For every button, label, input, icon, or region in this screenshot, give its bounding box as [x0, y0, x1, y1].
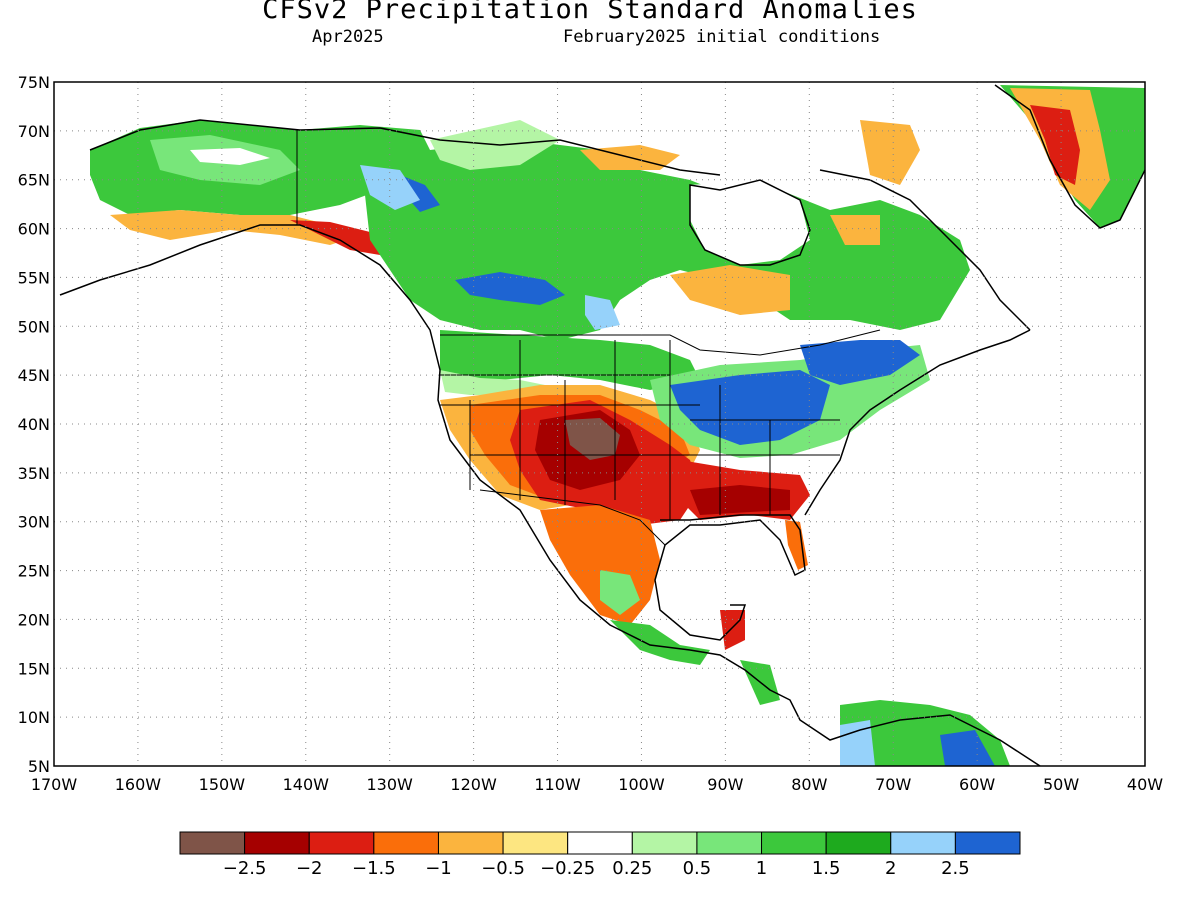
lon-tick-label: 150W — [199, 775, 246, 794]
lat-tick-label: 5N — [28, 757, 50, 776]
lat-tick-label: 60N — [18, 220, 50, 239]
lon-tick-label: 90W — [707, 775, 743, 794]
labrador-dry — [830, 215, 880, 245]
colorbar-swatch — [244, 831, 310, 855]
florida-dry — [785, 520, 808, 570]
colorbar-swatch — [825, 831, 892, 855]
colorbar-swatch — [761, 831, 827, 855]
yucatan-dry — [720, 610, 745, 650]
map-frame — [53, 81, 1146, 767]
colorbar — [179, 831, 1021, 855]
latitude-labels: 75N 70N 65N 60N 55N 50N 45N 40N 35N 30N 25N 20N 15N 1… — [18, 73, 50, 776]
lat-tick-label: 45N — [18, 366, 50, 385]
colorbar-tick-label: 0.25 — [612, 858, 652, 879]
canada-blue-wet — [455, 272, 565, 305]
lat-tick-label: 75N — [18, 73, 50, 92]
us-mexico-border — [479, 489, 666, 546]
quebec-dry — [670, 265, 790, 315]
colorbar-swatch — [954, 831, 1021, 855]
hudson-bay-coastline — [689, 179, 811, 266]
colorbar-swatch — [567, 831, 633, 855]
colorbar-swatch — [696, 831, 763, 855]
map-title: CFSv2 Precipitation Standard Anomalies — [262, 0, 918, 25]
four-corners-max-dry — [565, 418, 620, 460]
colorbar-tick-label: 1.5 — [812, 858, 841, 879]
colorbar-swatch — [308, 831, 375, 855]
se-us-strong-dry — [690, 485, 790, 515]
alaska-white — [190, 148, 270, 165]
coastlines — [59, 84, 1146, 767]
northeast-very-wet — [800, 340, 920, 385]
lon-tick-label: 140W — [283, 775, 330, 794]
greenland-coastline — [994, 84, 1146, 229]
colorbar-swatch — [437, 831, 504, 855]
initial-conditions-label: February2025 initial conditions — [563, 27, 881, 47]
lon-tick-label: 70W — [875, 775, 911, 794]
lat-tick-label: 30N — [18, 513, 50, 532]
canada-lightblue-wet — [585, 295, 620, 330]
lat-tick-label: 70N — [18, 122, 50, 141]
longitude-labels: 170W 160W 150W 140W 130W 120W 110W 100W 90W 80W 70… — [31, 775, 1163, 794]
lat-tick-label: 50N — [18, 317, 50, 336]
colombia-lightwet — [840, 720, 875, 766]
colorbar-labels: −2.5 −2 −1.5 −1 −0.5 −0.25 0.25 0.5 1 1.5 2 2.5 — [223, 858, 970, 879]
hudson-bay-blank — [690, 180, 810, 265]
lat-tick-label: 55N — [18, 268, 50, 287]
colorbar-tick-label: −2 — [296, 858, 323, 879]
colorbar-swatch — [631, 831, 698, 855]
colorbar-tick-label: −2.5 — [223, 858, 267, 879]
colorbar-tick-label: −1.5 — [352, 858, 396, 879]
lon-tick-label: 160W — [115, 775, 162, 794]
arctic-coastline — [89, 119, 721, 176]
baffin-dry — [860, 120, 920, 185]
lat-tick-label: 15N — [18, 659, 50, 678]
lat-tick-label: 10N — [18, 708, 50, 727]
yukon-lightblue — [360, 165, 420, 210]
greenland-very-dry — [1030, 105, 1080, 185]
colorbar-tick-label: −1 — [425, 858, 452, 879]
lat-tick-label: 20N — [18, 610, 50, 629]
lat-tick-label: 35N — [18, 464, 50, 483]
atlantic-coastline — [804, 329, 1031, 516]
colorbar-tick-label: 1 — [756, 858, 767, 879]
colorbar-tick-label: −0.25 — [540, 858, 595, 879]
lat-tick-label: 40N — [18, 415, 50, 434]
mexico-wet — [600, 570, 640, 615]
gridlines — [54, 82, 1145, 766]
colorbar-swatch — [502, 831, 569, 855]
colorbar-tick-label: 2.5 — [941, 858, 970, 879]
lon-tick-label: 110W — [534, 775, 581, 794]
us-canada-border — [440, 329, 881, 356]
lon-tick-label: 80W — [791, 775, 827, 794]
mexico-south-wet — [610, 620, 710, 665]
colorbar-swatch — [373, 831, 439, 855]
south-america-very-wet — [940, 730, 995, 766]
colorbar-swatch — [890, 831, 956, 855]
gulf-coastline — [654, 514, 806, 641]
yukon-blue-wet — [400, 175, 440, 212]
colorbar-tick-label: −0.5 — [481, 858, 525, 879]
lon-tick-label: 100W — [618, 775, 665, 794]
lat-tick-label: 25N — [18, 562, 50, 581]
lon-tick-label: 50W — [1043, 775, 1079, 794]
map-plot-area — [53, 81, 1146, 767]
lon-tick-label: 170W — [31, 775, 78, 794]
lon-tick-label: 130W — [367, 775, 414, 794]
lon-tick-label: 60W — [959, 775, 995, 794]
political-borders — [296, 130, 881, 546]
north-america-coastline — [59, 224, 1041, 767]
lon-tick-label: 40W — [1127, 775, 1163, 794]
lon-tick-label: 120W — [450, 775, 497, 794]
colorbar-tick-label: 2 — [885, 858, 896, 879]
colorbar-swatch — [179, 831, 246, 855]
lat-tick-label: 65N — [18, 171, 50, 190]
colorbar-tick-label: 0.5 — [683, 858, 712, 879]
ohio-valley-very-wet — [670, 370, 830, 445]
valid-month-label: Apr2025 — [312, 27, 384, 47]
